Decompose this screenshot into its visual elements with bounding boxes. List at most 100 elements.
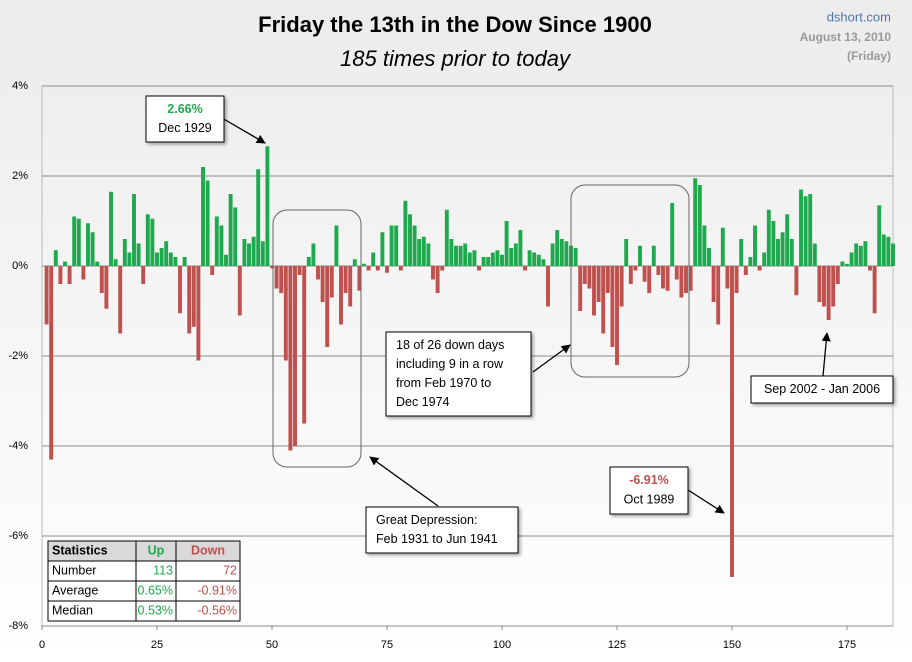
bar — [127, 252, 132, 266]
bar — [633, 266, 638, 271]
bar — [610, 266, 615, 347]
bar — [270, 266, 274, 269]
bar — [748, 257, 753, 266]
bar — [725, 266, 730, 289]
bar — [159, 248, 164, 266]
annotation-arrow — [821, 332, 831, 377]
source: dshort.com — [827, 9, 891, 24]
highlight-box — [272, 209, 362, 468]
bar — [348, 266, 353, 307]
bar — [656, 266, 661, 275]
bar — [394, 225, 399, 266]
bar — [858, 245, 863, 266]
bar — [191, 266, 196, 327]
annotation-text: Feb 1931 to Jun 1941 — [376, 532, 498, 546]
x-tick-label: 50 — [266, 639, 278, 651]
bar — [408, 214, 412, 266]
bar — [398, 266, 403, 271]
bar — [219, 225, 224, 266]
bar — [155, 252, 159, 266]
bar — [707, 248, 711, 266]
bar — [670, 203, 675, 266]
table-cell: -0.56% — [197, 603, 237, 617]
bar — [224, 254, 228, 266]
bar — [803, 196, 808, 266]
bar — [90, 232, 95, 266]
bar — [343, 266, 348, 293]
bar — [527, 250, 532, 266]
bar — [375, 266, 380, 271]
table-cell: Average — [52, 583, 98, 597]
bar — [320, 266, 325, 302]
bar — [504, 221, 509, 266]
table-cell: -0.91% — [197, 583, 237, 597]
bar — [799, 189, 803, 266]
annotation-text: Dec 1974 — [396, 395, 450, 409]
bar — [104, 266, 109, 309]
bar — [435, 266, 440, 293]
bar — [463, 243, 468, 266]
bar — [201, 167, 205, 266]
bar — [578, 266, 583, 311]
bar — [141, 266, 146, 284]
annotation-box — [145, 95, 225, 143]
bar — [886, 236, 891, 266]
annotation-box — [365, 506, 519, 554]
y-tick-label: -8% — [8, 620, 28, 632]
bar — [743, 266, 748, 275]
bar — [716, 266, 721, 325]
bar — [739, 239, 744, 266]
bar — [339, 266, 343, 325]
bar — [753, 225, 757, 266]
bar — [509, 248, 514, 266]
bar — [168, 252, 173, 266]
bar — [794, 266, 799, 296]
bar — [490, 252, 495, 266]
bar — [256, 169, 261, 266]
bar — [306, 257, 311, 266]
highlight-box — [570, 184, 690, 378]
bar — [757, 266, 762, 271]
bar — [76, 218, 81, 266]
annotation-text: Great Depression: — [376, 513, 477, 527]
y-tick-label: -2% — [8, 350, 28, 362]
y-tick-label: 0% — [12, 260, 28, 272]
bar — [661, 266, 665, 289]
bar — [776, 239, 780, 266]
bar — [665, 266, 670, 291]
bar — [421, 236, 426, 266]
bar — [403, 200, 408, 266]
date: August 13, 2010 — [800, 30, 892, 44]
annotation-box — [609, 466, 689, 515]
bar — [449, 239, 454, 266]
bar — [389, 225, 394, 266]
table-cell: 0.53% — [138, 603, 173, 617]
table-cell: Number — [52, 563, 96, 577]
bar — [601, 266, 606, 334]
bar — [817, 266, 822, 302]
bar — [228, 194, 233, 266]
bar — [95, 261, 100, 266]
annotations: 2.66% Dec 1929 -6.91% Oct 1989 Great Depress… — [47, 95, 894, 622]
bar — [53, 250, 58, 266]
x-tick-label: 75 — [381, 639, 393, 651]
bar — [237, 266, 242, 316]
bar — [835, 266, 840, 284]
annotation-text: 2.66% — [167, 102, 202, 116]
bar — [495, 250, 500, 266]
chart-subtitle: 185 times prior to today — [340, 46, 572, 71]
annotation-text: -6.91% — [629, 473, 669, 487]
bar — [674, 266, 679, 280]
annotation-arrow — [369, 456, 439, 507]
bar — [550, 243, 555, 266]
bar — [352, 259, 357, 266]
bar — [863, 241, 868, 266]
bar — [702, 225, 707, 266]
bar — [325, 266, 330, 347]
bar — [113, 259, 118, 266]
bar — [872, 266, 877, 314]
x-tick-label: 100 — [493, 639, 511, 651]
annotation-text: Dec 1929 — [158, 121, 212, 135]
bar — [730, 266, 734, 577]
bar — [628, 266, 633, 284]
